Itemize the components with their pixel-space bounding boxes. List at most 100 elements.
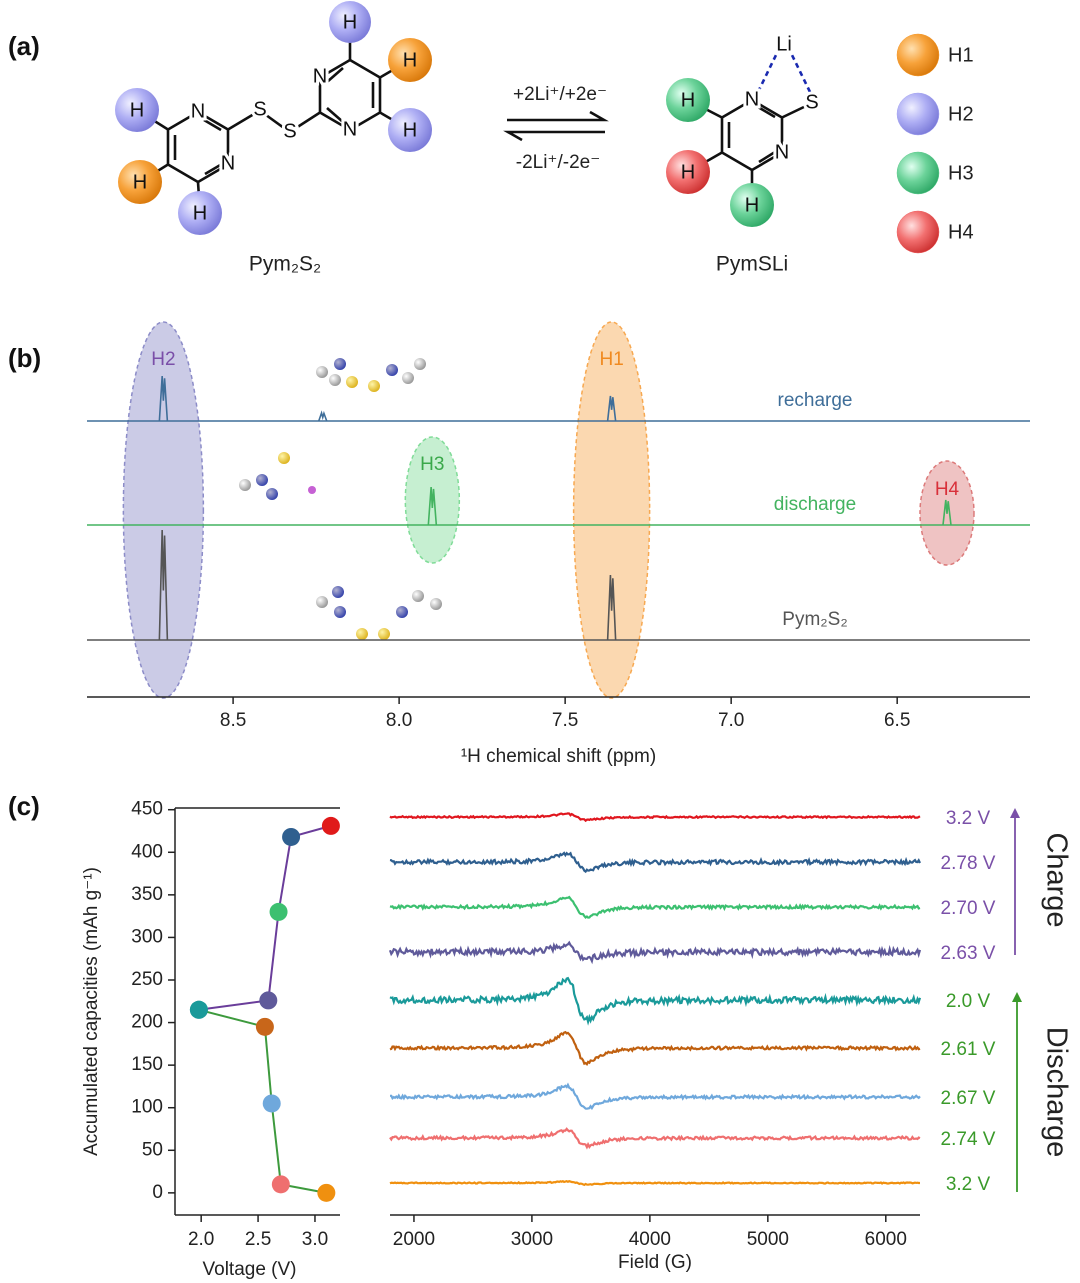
atom-label: H <box>403 49 417 71</box>
epr-trace <box>389 851 921 874</box>
nmr-peak <box>606 574 617 641</box>
trace-label: 2.70 V <box>941 898 996 919</box>
double-bond <box>326 67 344 83</box>
atom-label: N <box>313 65 327 87</box>
atom-ball <box>266 488 278 500</box>
group-arrow-head <box>1012 992 1022 1002</box>
panel-label: (b) <box>8 343 41 373</box>
atom-ball <box>368 380 380 392</box>
atom-ball <box>356 628 368 640</box>
bond <box>295 111 321 130</box>
atom-ball <box>332 586 344 598</box>
data-point <box>262 1094 281 1113</box>
nmr-peak <box>427 486 438 526</box>
nmr-peak <box>606 395 617 422</box>
epr-trace <box>388 940 922 965</box>
group-label: Discharge <box>1040 1027 1072 1158</box>
y-tick-label: 150 <box>131 1054 163 1075</box>
bond <box>227 112 255 131</box>
forward-condition: +2Li⁺/+2e⁻ <box>513 84 607 105</box>
atom-label: H <box>745 194 759 216</box>
h-ball <box>118 160 162 204</box>
data-point <box>271 1175 290 1194</box>
panel-label: (a) <box>8 31 40 61</box>
trace-label: 2.61 V <box>941 1039 996 1060</box>
trace-label: 2.74 V <box>941 1129 996 1150</box>
legend-label: H1 <box>948 44 974 66</box>
atom-label: Li <box>776 33 792 55</box>
atom-label: N <box>775 141 789 163</box>
y-tick-label: 400 <box>131 841 163 862</box>
legend-ball <box>896 92 940 136</box>
x-tick-label: 4000 <box>629 1229 671 1250</box>
h-ball <box>666 150 710 194</box>
y-tick-label: 100 <box>131 1097 163 1118</box>
atom-ball <box>378 628 390 640</box>
epr-trace <box>390 1082 921 1111</box>
h-ball <box>115 88 159 132</box>
atom-label: H <box>681 89 695 111</box>
epr-trace <box>389 1127 921 1150</box>
atom-ball <box>256 474 268 486</box>
trace-label: 3.2 V <box>946 1174 991 1195</box>
data-point <box>282 827 301 846</box>
peak-label: H3 <box>420 454 444 475</box>
legend-ball <box>896 210 940 254</box>
product-structure: Li N S N H H H PymSLi <box>666 30 822 276</box>
series-line <box>198 1008 327 1194</box>
atom-label: H <box>133 171 147 193</box>
atom-label: H <box>193 202 207 224</box>
h-legend: H1 H2 H3 H4 <box>896 33 974 254</box>
trace-label: 2.0 V <box>946 991 991 1012</box>
data-point <box>317 1183 336 1202</box>
y-tick-label: 50 <box>142 1139 163 1160</box>
atom-ball <box>396 606 408 618</box>
atom-label: S <box>253 98 266 120</box>
peak-label: H4 <box>935 479 960 500</box>
atom-ball <box>414 358 426 370</box>
x-axis-label: Field (G) <box>618 1252 692 1273</box>
x-tick-label: 3.0 <box>302 1229 328 1250</box>
x-tick-label: 3000 <box>511 1229 553 1250</box>
trace-label: 3.2 V <box>946 808 991 829</box>
reverse-condition: -2Li⁺/-2e⁻ <box>516 152 600 173</box>
atom-label: S <box>283 120 296 142</box>
nmr-peak <box>158 529 169 641</box>
atom-ball <box>386 364 398 376</box>
epr-trace <box>389 1179 920 1187</box>
data-point <box>259 991 278 1010</box>
double-bond <box>203 118 222 132</box>
double-bond <box>204 162 223 176</box>
coordination-bond <box>790 54 812 93</box>
peak-label: H1 <box>599 349 623 370</box>
highlight-ellipse <box>122 321 205 699</box>
atom-label: N <box>745 88 759 110</box>
y-tick-label: 450 <box>131 799 163 820</box>
x-tick-label: 6000 <box>865 1229 907 1250</box>
x-tick-label: 2.0 <box>188 1229 214 1250</box>
atom-label: H <box>681 161 695 183</box>
atom-ball <box>334 606 346 618</box>
equilibrium-arrows: +2Li⁺/+2e⁻ -2Li⁺/-2e⁻ <box>503 84 609 173</box>
atom-label: S <box>805 91 818 113</box>
atom-ball <box>316 596 328 608</box>
h-ball <box>388 108 432 152</box>
reverse-arrow <box>503 130 605 142</box>
double-bond <box>326 107 344 123</box>
x-tick-label: 7.5 <box>552 710 578 731</box>
atom-ball <box>316 366 328 378</box>
reactant-structure: N N S S N N H H H H H H Pym₂S₂ <box>115 1 432 276</box>
y-axis-label: Accumulated capacities (mAh g⁻¹) <box>81 867 102 1156</box>
group-arrow-head <box>1010 808 1020 818</box>
atom-ball <box>239 479 251 491</box>
h-ball <box>666 78 710 122</box>
x-tick-label: 2000 <box>393 1229 435 1250</box>
ring <box>166 110 230 184</box>
legend-label: H2 <box>948 103 974 125</box>
double-bond <box>758 150 776 164</box>
y-tick-label: 350 <box>131 884 163 905</box>
atom-label: N <box>221 152 235 174</box>
data-point <box>321 816 340 835</box>
legend-label: H3 <box>948 162 974 184</box>
h-ball <box>730 183 774 227</box>
